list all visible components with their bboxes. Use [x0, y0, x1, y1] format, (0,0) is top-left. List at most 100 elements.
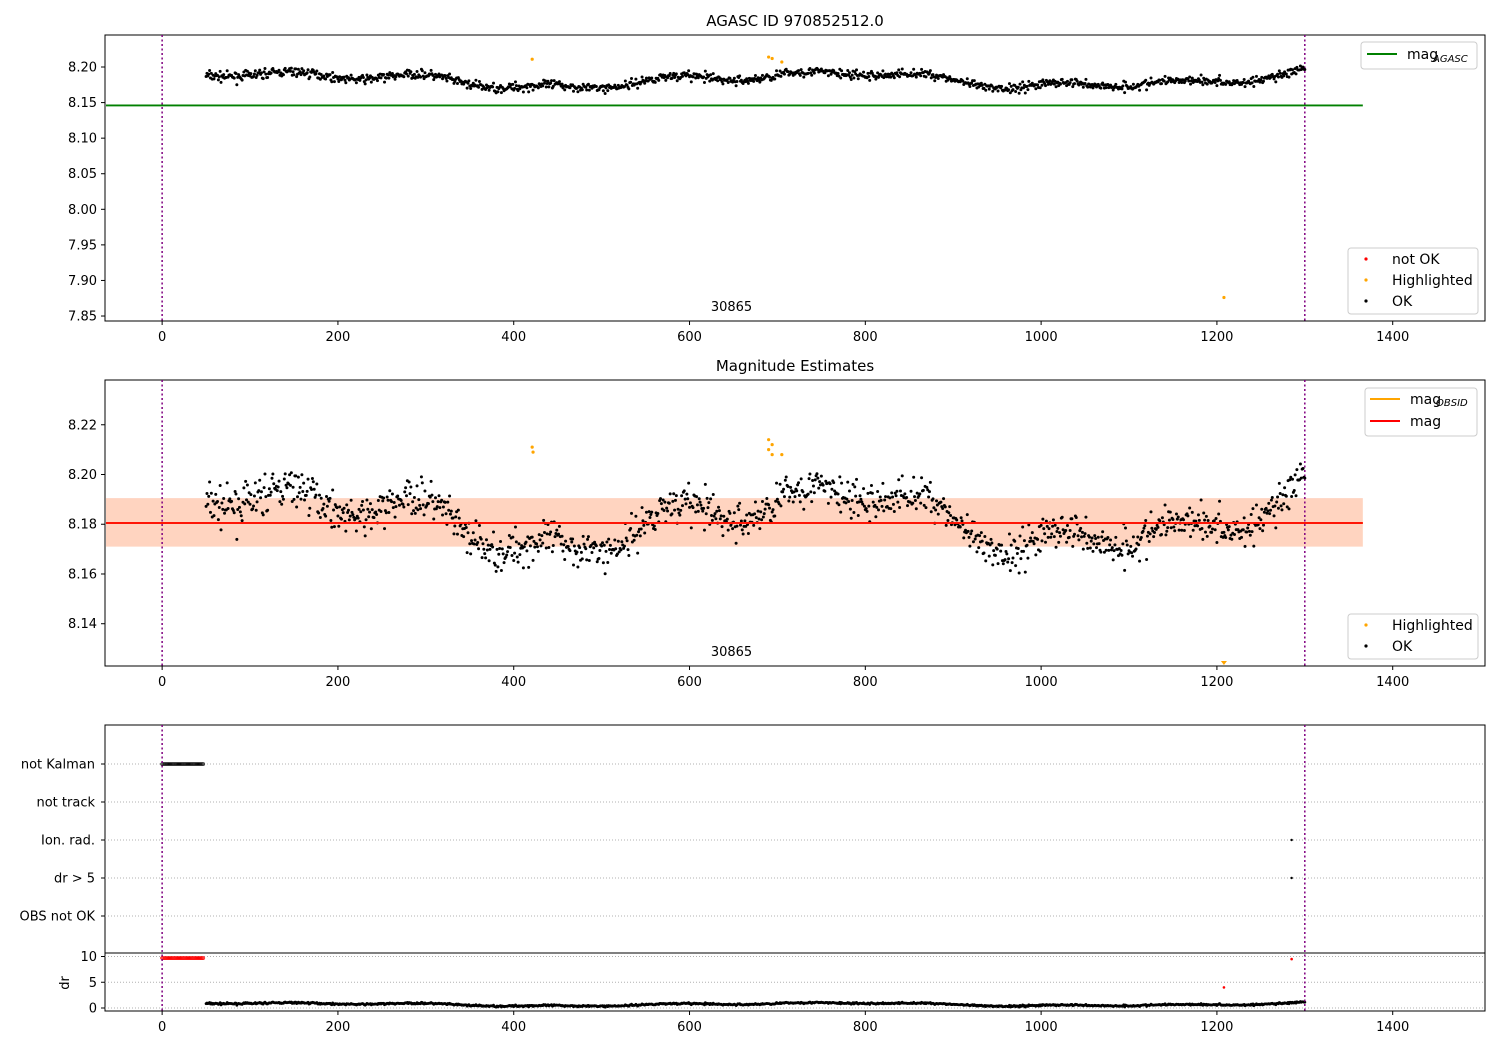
ok-point [607, 537, 611, 541]
ok-point [745, 77, 749, 81]
ok-point [1060, 515, 1064, 519]
ok-point [1278, 71, 1282, 75]
ok-point [296, 67, 300, 71]
ok-point [629, 527, 633, 531]
highlighted-point [530, 57, 534, 61]
ok-point [1046, 535, 1050, 539]
ok-point [862, 70, 866, 74]
ok-point [211, 499, 215, 503]
ok-point [1087, 535, 1091, 539]
ok-point [1016, 85, 1020, 89]
ok-point [1294, 72, 1298, 76]
highlighted-point [767, 438, 771, 442]
ok-point [411, 500, 415, 504]
ok-point [330, 80, 334, 84]
ok-point [1284, 494, 1288, 498]
ok-point [1152, 535, 1156, 539]
ok-point [673, 508, 677, 512]
ok-point [1026, 556, 1030, 560]
ok-point [1093, 534, 1097, 538]
ok-point [689, 526, 693, 530]
ok-point [1260, 75, 1264, 79]
ok-point [702, 506, 706, 510]
ok-point [987, 554, 991, 558]
ok-point [914, 75, 918, 79]
ok-point [989, 537, 993, 541]
ok-point [862, 487, 866, 491]
ok-point [838, 475, 842, 479]
ok-point [1276, 495, 1280, 499]
ok-point [248, 502, 252, 506]
ok-point [683, 497, 687, 501]
ok-point [217, 506, 221, 510]
ok-point [881, 481, 885, 485]
ok-point [492, 81, 496, 85]
ok-point [518, 553, 522, 557]
ok-point [496, 90, 500, 94]
ok-point [284, 483, 288, 487]
ok-point [874, 515, 878, 519]
ok-point [506, 550, 510, 554]
ok-point [775, 481, 779, 485]
ok-point [302, 69, 306, 73]
ok-point [479, 537, 483, 541]
ok-point [811, 484, 815, 488]
ok-point [1262, 510, 1266, 514]
ok-point [797, 493, 801, 497]
ok-point [1044, 84, 1048, 88]
ok-point [614, 547, 618, 551]
ok-point [1153, 530, 1157, 534]
panel-mag-obsid-label: 30865 [711, 645, 752, 660]
ok-point [443, 500, 447, 504]
ok-point [370, 508, 374, 512]
ok-point [643, 81, 647, 85]
ok-point [792, 490, 796, 494]
ok-point [277, 479, 281, 483]
ok-point [1052, 82, 1056, 86]
ok-point [882, 509, 886, 513]
ok-point [837, 503, 841, 507]
ok-point [908, 500, 912, 504]
ok-point [817, 486, 821, 490]
ok-point [836, 492, 840, 496]
ok-point [653, 527, 657, 531]
ok-point [1021, 525, 1025, 529]
ok-point [527, 565, 531, 569]
dr-ytick-label: 0 [89, 1002, 97, 1017]
ok-point [1061, 528, 1065, 532]
ok-point [1025, 84, 1029, 88]
ok-point [1083, 532, 1087, 536]
ok-point [736, 504, 740, 508]
flag-point [1290, 876, 1293, 880]
ok-point [625, 539, 629, 543]
ok-point [219, 80, 223, 84]
ok-point [711, 72, 715, 76]
ok-point [266, 508, 270, 512]
ok-point [670, 76, 674, 80]
ok-point [1142, 526, 1146, 530]
ok-point [441, 505, 445, 509]
ok-point [487, 559, 491, 563]
ok-point [277, 68, 281, 72]
ok-point [1027, 79, 1031, 83]
ok-point [1006, 560, 1010, 564]
ok-point [393, 515, 397, 519]
ok-point [374, 510, 378, 514]
ok-point [767, 503, 771, 507]
ok-point [1257, 516, 1261, 520]
ok-point [1001, 562, 1005, 566]
ok-point [1282, 502, 1286, 506]
ok-point [422, 77, 426, 81]
ok-point [551, 84, 555, 88]
ok-point [445, 79, 449, 83]
ok-point [336, 514, 340, 518]
ok-point [1041, 517, 1045, 521]
ok-point [563, 88, 567, 92]
ok-point [1086, 546, 1090, 550]
ok-point [975, 550, 979, 554]
ok-point [1247, 529, 1251, 533]
ok-point [384, 76, 388, 80]
ok-point [602, 543, 606, 547]
ok-point [338, 75, 342, 79]
ok-point [1017, 91, 1021, 95]
